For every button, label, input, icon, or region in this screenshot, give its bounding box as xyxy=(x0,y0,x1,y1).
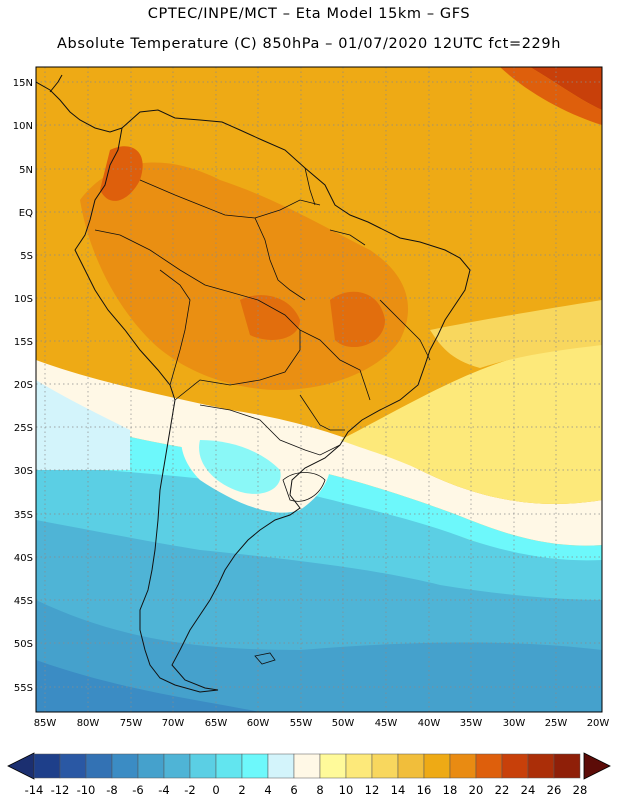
colorbar-swatch xyxy=(423,753,451,779)
colorbar-swatch xyxy=(33,753,61,779)
colorbar-label: -4 xyxy=(158,783,169,797)
country-borders xyxy=(94,167,431,502)
lon-label: 65W xyxy=(205,718,228,729)
colorbar-swatch xyxy=(449,753,477,779)
latitude-axis: 15N 10N 5N EQ 5S 10S 15S 20S 25S 30S 35S… xyxy=(13,78,33,694)
colorbar-swatch xyxy=(397,753,425,779)
colorbar-swatch xyxy=(501,753,529,779)
lat-label: EQ xyxy=(19,208,33,219)
colorbar-label: 12 xyxy=(365,783,380,797)
colorbar-label: -12 xyxy=(51,783,70,797)
temperature-field xyxy=(36,67,602,712)
colorbar-label: 6 xyxy=(290,783,297,797)
colorbar-label: 22 xyxy=(495,783,510,797)
lat-label: 10N xyxy=(13,121,33,132)
map-frame xyxy=(35,66,603,713)
map-title-line1: CPTEC/INPE/MCT – Eta Model 15km – GFS xyxy=(147,6,471,22)
lon-label: 40W xyxy=(418,718,441,729)
colorbar-label: 28 xyxy=(573,783,588,797)
colorbar-label: 8 xyxy=(316,783,323,797)
colorbar-swatch xyxy=(527,753,555,779)
lon-label: 85W xyxy=(34,718,57,729)
colorbar-label: 24 xyxy=(521,783,536,797)
lat-label: 10S xyxy=(14,294,33,305)
lat-label: 45S xyxy=(14,596,33,607)
colorbar-label: 10 xyxy=(339,783,354,797)
colorbar-label: 14 xyxy=(391,783,406,797)
lon-label: 30W xyxy=(503,718,526,729)
lon-label: 75W xyxy=(120,718,143,729)
map-title-line2: Absolute Temperature (C) 850hPa – 01/07/… xyxy=(57,36,561,52)
lat-label: 5N xyxy=(19,165,33,176)
colorbar-swatch xyxy=(319,753,347,779)
lat-label: 50S xyxy=(14,639,33,650)
lat-label: 35S xyxy=(14,510,33,521)
colorbar-label: -6 xyxy=(132,783,143,797)
lon-label: 50W xyxy=(332,718,355,729)
lat-label: 15N xyxy=(13,78,33,89)
colorbar-label: 4 xyxy=(264,783,271,797)
colorbar-label: 16 xyxy=(417,783,432,797)
colorbar-right-arrow-icon xyxy=(583,752,611,780)
south-america-coastline xyxy=(74,109,471,693)
lat-label: 40S xyxy=(14,553,33,564)
lon-label: 20W xyxy=(587,718,610,729)
colorbar-label: -2 xyxy=(184,783,195,797)
colorbar-left-arrow-icon xyxy=(7,752,35,780)
colorbar-swatch xyxy=(267,753,295,779)
colorbar-swatch xyxy=(137,753,165,779)
lon-label: 25W xyxy=(545,718,568,729)
lat-label: 5S xyxy=(20,251,33,262)
colorbar-swatch xyxy=(475,753,503,779)
lat-label: 15S xyxy=(14,337,33,348)
colorbar-swatch xyxy=(293,753,321,779)
lat-label: 25S xyxy=(14,423,33,434)
colorbar-swatch xyxy=(189,753,217,779)
colorbar-swatch xyxy=(345,753,373,779)
colorbar-label: -8 xyxy=(106,783,117,797)
lon-label: 80W xyxy=(77,718,100,729)
lon-label: 60W xyxy=(247,718,270,729)
colorbar-swatch xyxy=(111,753,139,779)
central-america-coastline xyxy=(36,74,123,133)
longitude-axis: 85W 80W 75W 70W 65W 60W 55W 50W 45W 40W … xyxy=(34,718,610,729)
colorbar: -14 -12 -10 -8 -6 -4 -2 0 2 4 6 8 10 12 … xyxy=(7,752,611,797)
lat-label: 20S xyxy=(14,380,33,391)
colorbar-label: 20 xyxy=(469,783,484,797)
colorbar-swatch xyxy=(241,753,269,779)
colorbar-label: 0 xyxy=(212,783,219,797)
lat-label: 30S xyxy=(14,466,33,477)
colorbar-label: -10 xyxy=(77,783,96,797)
colorbar-label: 2 xyxy=(238,783,245,797)
lon-label: 45W xyxy=(375,718,398,729)
lon-label: 70W xyxy=(162,718,185,729)
colorbar-label: 18 xyxy=(443,783,458,797)
lat-label: 55S xyxy=(14,683,33,694)
lon-label: 35W xyxy=(460,718,483,729)
colorbar-swatch xyxy=(215,753,243,779)
colorbar-swatch xyxy=(85,753,113,779)
lon-label: 55W xyxy=(290,718,313,729)
colorbar-swatch xyxy=(163,753,191,779)
colorbar-swatch xyxy=(553,753,581,779)
colorbar-swatch xyxy=(371,753,399,779)
colorbar-swatch xyxy=(59,753,87,779)
colorbar-label: -14 xyxy=(25,783,44,797)
falkland-islands xyxy=(254,652,276,665)
colorbar-label: 26 xyxy=(547,783,562,797)
